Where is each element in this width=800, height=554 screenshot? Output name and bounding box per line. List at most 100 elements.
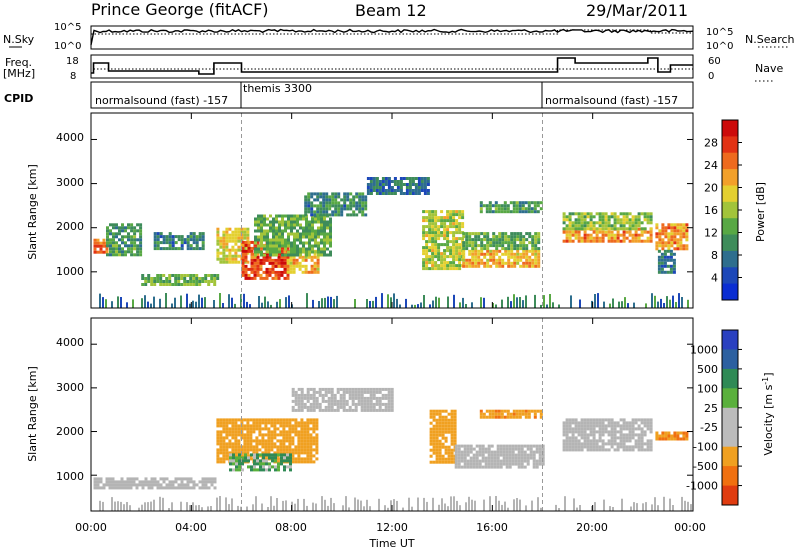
cell-velocity-1 [252, 448, 256, 452]
cell-power-15 [568, 215, 572, 219]
cell-power-12 [483, 238, 487, 242]
cell-velocity-1 [300, 457, 304, 461]
cell-velocity-3 [369, 396, 373, 400]
cell-velocity-5 [520, 450, 524, 454]
cell-power-13 [518, 201, 522, 205]
cell-velocity-4 [450, 442, 454, 446]
cell-power-7 [296, 217, 299, 221]
cell-power-5 [244, 267, 248, 271]
cell-clutter-velocity [210, 506, 212, 511]
cell-power-16 [682, 235, 686, 239]
cell-velocity-0 [96, 477, 100, 481]
cell-velocity-4 [435, 442, 439, 446]
cell-power-2 [207, 274, 211, 277]
cell-power-7 [320, 229, 323, 233]
cell-velocity-0 [204, 483, 208, 487]
cell-power-15 [625, 212, 629, 216]
cell-velocity-1 [249, 439, 253, 443]
cell-velocity-3 [327, 408, 331, 412]
cell-power-5 [265, 252, 269, 256]
power-ytick-4000: 4000 [56, 131, 84, 144]
cell-power-14 [583, 236, 587, 240]
cell-velocity-3 [381, 408, 385, 412]
cell-power-10 [422, 252, 426, 256]
cell-velocity-7 [607, 433, 611, 437]
cell-velocity-3 [291, 399, 295, 403]
cell-power-7 [263, 220, 266, 224]
cell-power-7 [308, 250, 311, 254]
cell-velocity-4 [444, 409, 448, 413]
cell-power-5 [253, 258, 257, 262]
cell-power-14 [622, 239, 626, 243]
cell-velocity-6 [539, 409, 543, 413]
cell-power-13 [506, 210, 510, 214]
cell-velocity-3 [336, 390, 340, 394]
cell-power-6 [292, 267, 296, 271]
cell-clutter-power [660, 298, 662, 308]
power-panel: 4000 3000 2000 1000 Slant Range [km] 282… [26, 112, 767, 309]
cell-power-10 [422, 210, 426, 214]
cell-velocity-3 [315, 402, 319, 406]
cell-velocity-5 [487, 462, 491, 466]
cell-power-13 [488, 210, 492, 214]
cell-velocity-3 [300, 393, 304, 397]
cell-power-7 [269, 247, 272, 251]
cell-velocity-0 [207, 480, 211, 484]
cell-velocity-7 [628, 439, 632, 443]
cell-velocity-1 [294, 460, 298, 464]
cell-velocity-3 [297, 399, 301, 403]
velocity-y-ticks: 4000 3000 2000 1000 [56, 336, 84, 483]
cell-power-15 [574, 227, 578, 231]
cell-power-12 [507, 244, 511, 248]
cell-velocity-3 [312, 396, 316, 400]
cell-power-9 [408, 180, 412, 183]
cell-power-3 [159, 241, 163, 245]
cell-power-10 [428, 267, 432, 271]
cell-power-5 [244, 258, 248, 262]
cell-power-7 [296, 253, 299, 257]
cell-power-16 [670, 235, 674, 239]
cell-power-15 [577, 212, 581, 216]
cell-velocity-6 [494, 412, 498, 416]
cell-power-3 [201, 241, 205, 245]
cell-power-10 [446, 225, 450, 229]
cell-power-8 [319, 201, 323, 205]
cell-power-1 [133, 244, 137, 248]
cell-velocity-5 [499, 444, 503, 448]
cell-power-15 [613, 218, 617, 222]
cell-power-8 [352, 195, 356, 199]
cell-power-9 [387, 180, 391, 183]
cell-power-7 [296, 220, 299, 224]
cell-power-7 [254, 217, 257, 221]
noise-right-label: N.Search [745, 33, 795, 46]
cell-power-1 [106, 232, 109, 236]
cell-power-15 [616, 215, 620, 219]
cell-power-10 [431, 246, 435, 250]
cell-power-12 [537, 235, 541, 239]
cell-power-16 [673, 229, 677, 233]
cell-clutter-velocity [657, 505, 659, 511]
cell-velocity-1 [306, 421, 310, 425]
cell-velocity-1 [297, 457, 301, 461]
cell-power-9 [369, 192, 373, 195]
cell-velocity-1 [237, 418, 241, 422]
cell-power-15 [607, 215, 611, 219]
cell-power-7 [275, 232, 278, 236]
cell-power-16 [682, 226, 686, 230]
cell-power-15 [649, 218, 653, 222]
cell-power-14 [646, 236, 650, 240]
cell-power-3 [183, 241, 187, 245]
cell-velocity-3 [327, 405, 331, 409]
cell-power-12 [498, 232, 502, 236]
cell-clutter-velocity [252, 504, 254, 511]
cell-velocity-1 [285, 430, 289, 434]
cell-velocity-8 [670, 434, 674, 438]
cell-power-8 [325, 210, 329, 214]
cell-power-11 [462, 252, 466, 256]
cell-velocity-0 [177, 486, 181, 490]
cell-velocity-5 [454, 456, 458, 460]
cell-velocity-3 [348, 390, 352, 394]
cell-power-3 [165, 235, 169, 239]
cell-power-1 [115, 247, 118, 251]
